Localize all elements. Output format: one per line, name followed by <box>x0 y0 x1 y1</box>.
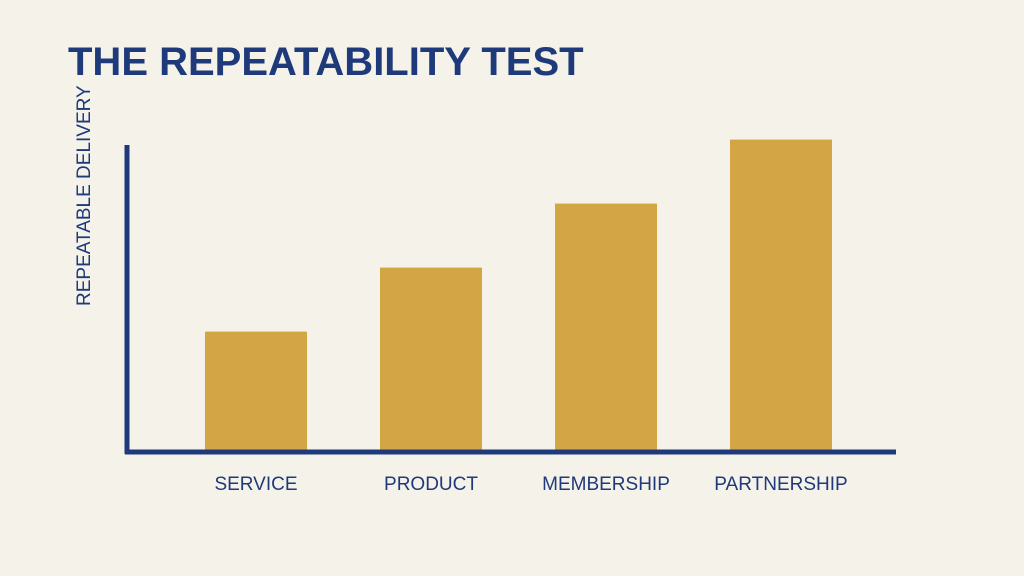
x-tick-label-product: PRODUCT <box>384 474 478 495</box>
bars-group <box>205 139 832 450</box>
chart-title: THE REPEATABILITY TEST <box>68 40 584 84</box>
x-tick-label-partnership: PARTNERSHIP <box>714 474 847 495</box>
x-tick-label-service: SERVICE <box>214 474 297 495</box>
x-tick-label-membership: MEMBERSHIP <box>542 474 670 495</box>
bar-service <box>205 331 307 450</box>
x-tick-labels: SERVICE PRODUCT MEMBERSHIP PARTNERSHIP <box>214 474 847 495</box>
bar-partnership <box>730 139 832 450</box>
y-axis-label: REPEATABLE DELIVERY <box>74 85 95 306</box>
bar-membership <box>555 203 657 450</box>
bar-product <box>380 267 482 450</box>
